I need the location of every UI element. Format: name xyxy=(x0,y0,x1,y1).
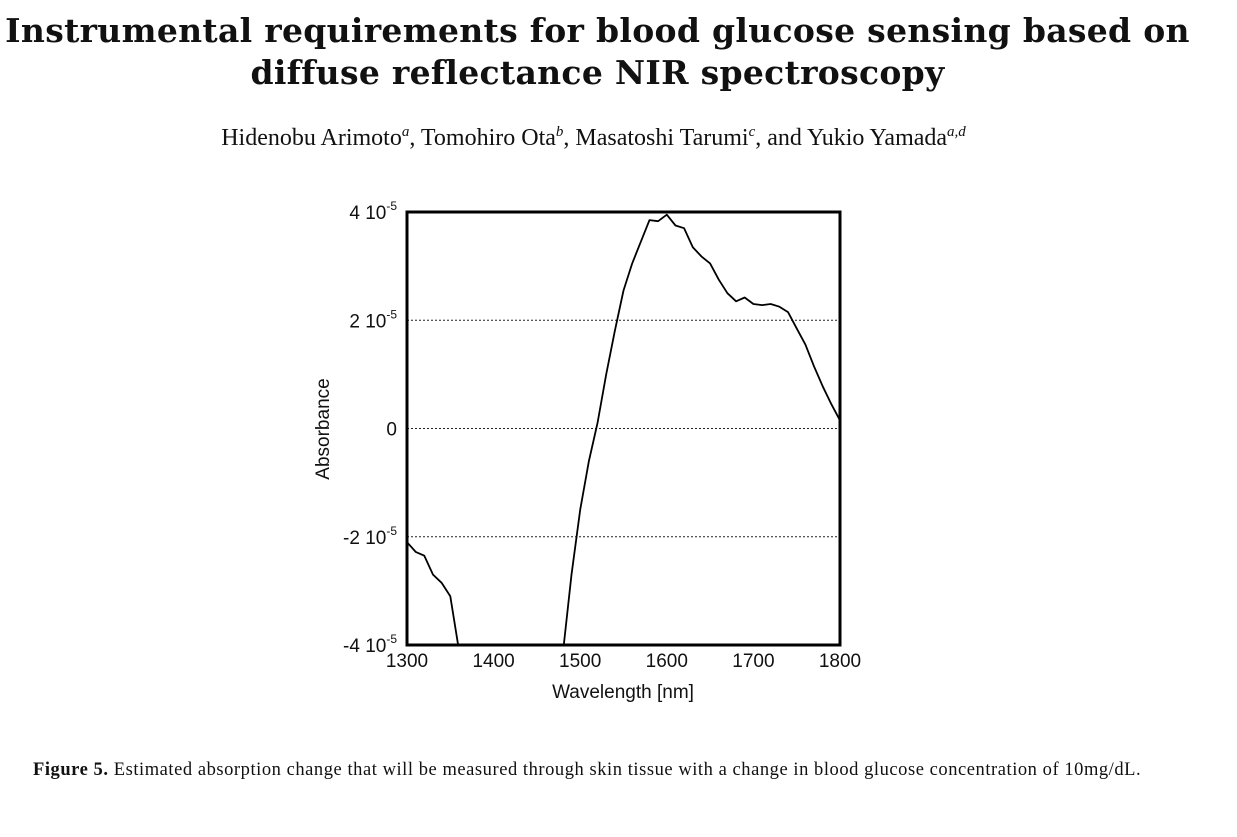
x-tick-label: 1800 xyxy=(819,651,861,672)
author-name: Masatoshi Tarumi xyxy=(575,125,749,151)
author-affiliation: b xyxy=(555,124,564,140)
author-name: Hidenobu Arimoto xyxy=(221,125,402,151)
author-affiliation: a,d xyxy=(947,124,966,140)
author-name: Tomohiro Ota xyxy=(420,125,556,151)
y-tick-exponent: -5 xyxy=(386,632,397,646)
y-tick-mantissa: 2 10 xyxy=(349,311,386,332)
author-separator: , xyxy=(409,125,421,151)
author-affiliation: c xyxy=(748,124,756,140)
y-tick-label: 0 xyxy=(386,420,397,441)
figure-label: Figure 5. xyxy=(33,760,109,780)
y-tick-label: -4 10-5 xyxy=(343,632,397,657)
figure-caption: Figure 5. Estimated absorption change th… xyxy=(33,758,1183,783)
series-layer xyxy=(407,213,840,645)
grid-lines xyxy=(407,319,840,538)
y-tick-exponent: -5 xyxy=(386,199,397,213)
x-tick-label: 1700 xyxy=(732,651,774,672)
y-tick-mantissa: 0 xyxy=(386,420,397,441)
x-tick-label: 1300 xyxy=(386,651,428,672)
y-tick-exponent: -5 xyxy=(386,524,397,538)
y-tick-labels: 4 10-52 10-50-2 10-5-4 10-5 xyxy=(343,199,397,657)
author-affiliation: a xyxy=(401,124,410,140)
paper-title: Instrumental requirements for blood gluc… xyxy=(0,10,1195,94)
y-tick-exponent: -5 xyxy=(386,307,397,321)
author-separator: , and xyxy=(755,125,808,151)
plot-frame xyxy=(405,210,842,647)
x-tick-labels: 1300 1400 1500 1600 1700 1800 xyxy=(386,651,861,672)
y-tick-label: 2 10-5 xyxy=(349,307,397,332)
y-tick-label: 4 10-5 xyxy=(349,199,397,224)
y-tick-mantissa: 4 10 xyxy=(349,203,386,224)
author-name: Yukio Yamada xyxy=(807,125,948,151)
absorbance-chart: 1300 1400 1500 1600 1700 1800 4 10-52 10-50-2… xyxy=(313,199,861,703)
y-axis-label: Absorbance xyxy=(313,378,334,479)
author-separator: , xyxy=(563,125,576,151)
x-axis-label: Wavelength [nm] xyxy=(552,682,694,703)
paper-title-line-2: diffuse reflectance NIR spectroscopy xyxy=(250,53,945,92)
y-tick-label: -2 10-5 xyxy=(343,524,397,549)
x-tick-label: 1400 xyxy=(472,651,514,672)
absorbance-series-line xyxy=(407,213,840,645)
y-tick-mantissa: -4 10 xyxy=(343,636,386,657)
y-tick-mantissa: -2 10 xyxy=(343,528,386,549)
x-tick-label: 1600 xyxy=(646,651,688,672)
author-list: Hidenobu Arimotoa, Tomohiro Otab, Masato… xyxy=(0,124,1187,152)
figure-caption-text: Estimated absorption change that will be… xyxy=(113,760,1142,780)
paper-title-line-1: Instrumental requirements for blood gluc… xyxy=(5,11,1190,50)
x-tick-label: 1500 xyxy=(559,651,601,672)
